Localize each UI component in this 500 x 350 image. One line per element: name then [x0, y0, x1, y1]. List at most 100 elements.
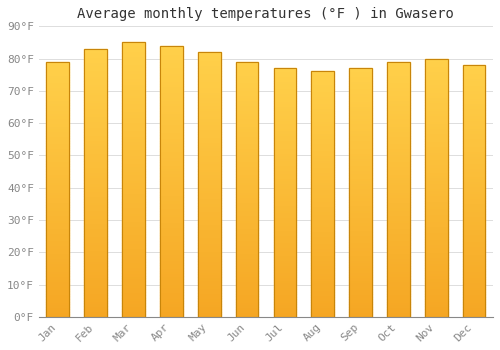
Bar	[463, 259, 485, 261]
Bar	[425, 252, 448, 255]
Bar	[236, 116, 258, 118]
Bar	[312, 123, 334, 125]
Bar	[312, 155, 334, 158]
Bar	[198, 200, 220, 203]
Bar	[160, 152, 182, 154]
Bar	[312, 101, 334, 103]
Bar	[46, 151, 69, 154]
Bar	[349, 217, 372, 220]
Bar	[349, 100, 372, 103]
Bar	[274, 170, 296, 173]
Bar	[122, 196, 145, 199]
Bar	[236, 291, 258, 294]
Bar	[425, 66, 448, 69]
Bar	[463, 279, 485, 281]
Bar	[122, 182, 145, 185]
Bar	[312, 71, 334, 74]
Bar	[274, 257, 296, 260]
Bar	[236, 215, 258, 217]
Bar	[84, 137, 107, 140]
Bar	[122, 92, 145, 94]
Bar	[274, 272, 296, 274]
Bar	[274, 100, 296, 103]
Bar	[274, 302, 296, 304]
Bar	[46, 77, 69, 80]
Bar	[198, 227, 220, 230]
Bar	[46, 271, 69, 273]
Bar	[274, 116, 296, 118]
Bar	[463, 70, 485, 72]
Bar	[463, 108, 485, 110]
Bar	[46, 82, 69, 85]
Bar	[236, 176, 258, 179]
Bar	[236, 273, 258, 276]
Bar	[274, 140, 296, 143]
Bar	[84, 196, 107, 199]
Bar	[312, 197, 334, 199]
Bar	[349, 155, 372, 158]
Bar	[387, 184, 410, 187]
Bar	[122, 295, 145, 298]
Bar	[387, 235, 410, 238]
Bar	[198, 124, 220, 126]
Bar	[274, 242, 296, 245]
Bar	[84, 210, 107, 212]
Bar	[349, 76, 372, 78]
Bar	[46, 261, 69, 263]
Bar	[122, 259, 145, 262]
Bar	[160, 78, 182, 81]
Bar	[84, 244, 107, 247]
Bar	[387, 164, 410, 166]
Bar	[425, 149, 448, 152]
Bar	[160, 298, 182, 301]
Bar	[160, 111, 182, 113]
Bar	[463, 98, 485, 100]
Bar	[46, 189, 69, 192]
Bar	[198, 166, 220, 169]
Bar	[236, 105, 258, 108]
Bar	[46, 172, 69, 174]
Bar	[463, 133, 485, 135]
Bar	[160, 138, 182, 141]
Bar	[236, 240, 258, 243]
Bar	[236, 312, 258, 314]
Bar	[274, 188, 296, 190]
Bar	[463, 105, 485, 108]
Bar	[349, 212, 372, 215]
Bar	[84, 92, 107, 94]
Bar	[274, 215, 296, 217]
Bar	[463, 292, 485, 294]
Bar	[198, 230, 220, 232]
Bar	[122, 89, 145, 92]
Bar	[463, 236, 485, 239]
Bar	[463, 284, 485, 287]
Bar	[349, 237, 372, 240]
Bar	[425, 154, 448, 157]
Bar	[46, 67, 69, 69]
Bar	[122, 234, 145, 237]
Bar	[387, 230, 410, 233]
Bar	[46, 296, 69, 299]
Bar	[349, 113, 372, 116]
Bar	[349, 83, 372, 86]
Bar	[463, 135, 485, 138]
Bar	[387, 154, 410, 156]
Bar	[312, 98, 334, 101]
Bar	[274, 265, 296, 267]
Bar	[349, 250, 372, 252]
Bar	[84, 226, 107, 229]
Bar	[198, 285, 220, 288]
Bar	[463, 256, 485, 259]
Bar	[274, 217, 296, 220]
Bar	[274, 131, 296, 133]
Bar	[122, 67, 145, 70]
Bar	[349, 135, 372, 138]
Bar	[349, 270, 372, 272]
Bar	[463, 261, 485, 264]
Bar	[160, 48, 182, 51]
Bar	[236, 233, 258, 235]
Bar	[387, 210, 410, 212]
Bar	[387, 207, 410, 210]
Bar	[160, 176, 182, 178]
Bar	[198, 52, 220, 55]
